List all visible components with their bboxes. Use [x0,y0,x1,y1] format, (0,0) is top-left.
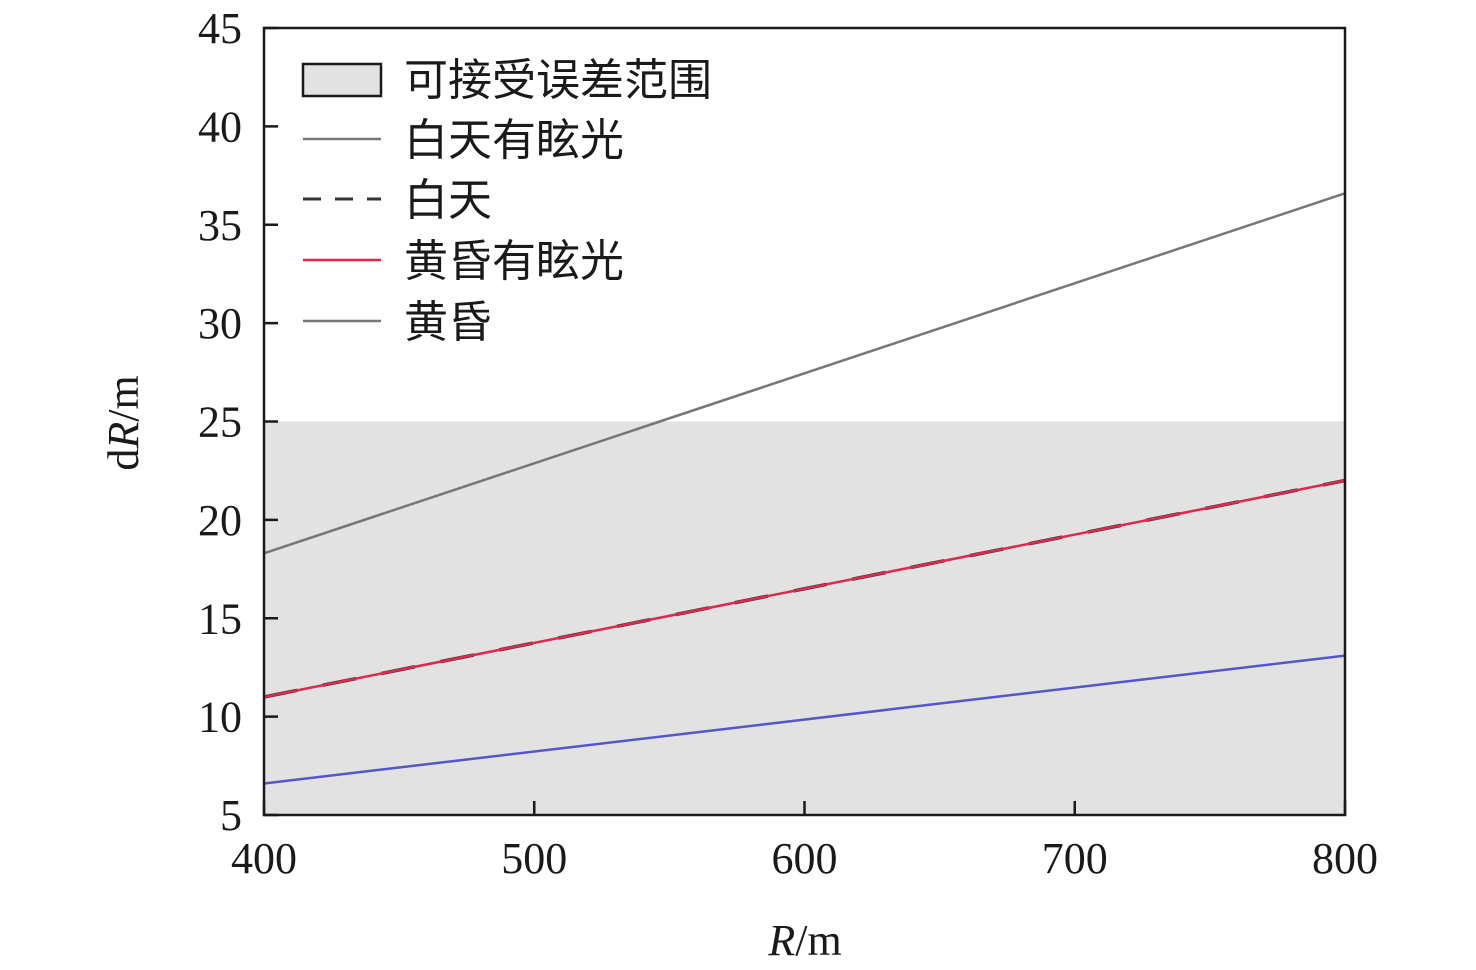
axes [262,26,1347,817]
y-tick-label: 15 [198,594,242,643]
legend-label-2: 黄昏有眩光 [404,236,624,287]
x-tick-label: 700 [1042,834,1108,883]
series-line-3 [263,654,1346,785]
tick-labels: 5 10 15 20 25 30 35 40 45 400 500 600 700 800 [198,4,1378,883]
series-line-0 [263,192,1346,555]
series-lines [263,192,1346,785]
legend-swatch-acceptable-range [301,62,383,98]
y-tick-label: 25 [198,398,242,447]
y-axis-label: dR/m [99,375,148,470]
legend-label-1: 白天 [404,175,492,226]
legend-label-3: 黄昏 [404,297,492,348]
acceptable-range-band [264,421,1345,815]
y-tick-label: 45 [198,4,242,53]
x-tick-label: 600 [772,834,838,883]
y-tick-label: 30 [198,299,242,348]
y-tick-label: 10 [198,693,242,742]
series-line-2 [263,479,1346,699]
y-tick-label: 40 [198,102,242,151]
acceptable-range-rect [264,421,1345,815]
legend-label-0: 白天有眩光 [404,115,624,166]
y-tick-label: 5 [220,791,242,840]
y-tick-label: 20 [198,496,242,545]
x-tick-label: 500 [501,834,567,883]
x-tick-label: 400 [231,834,297,883]
x-axis-label: R/m [767,916,841,965]
legend-label-acceptable-range: 可接受误差范围 [404,55,712,106]
x-tick-label: 800 [1312,834,1378,883]
y-tick-label: 35 [198,201,242,250]
